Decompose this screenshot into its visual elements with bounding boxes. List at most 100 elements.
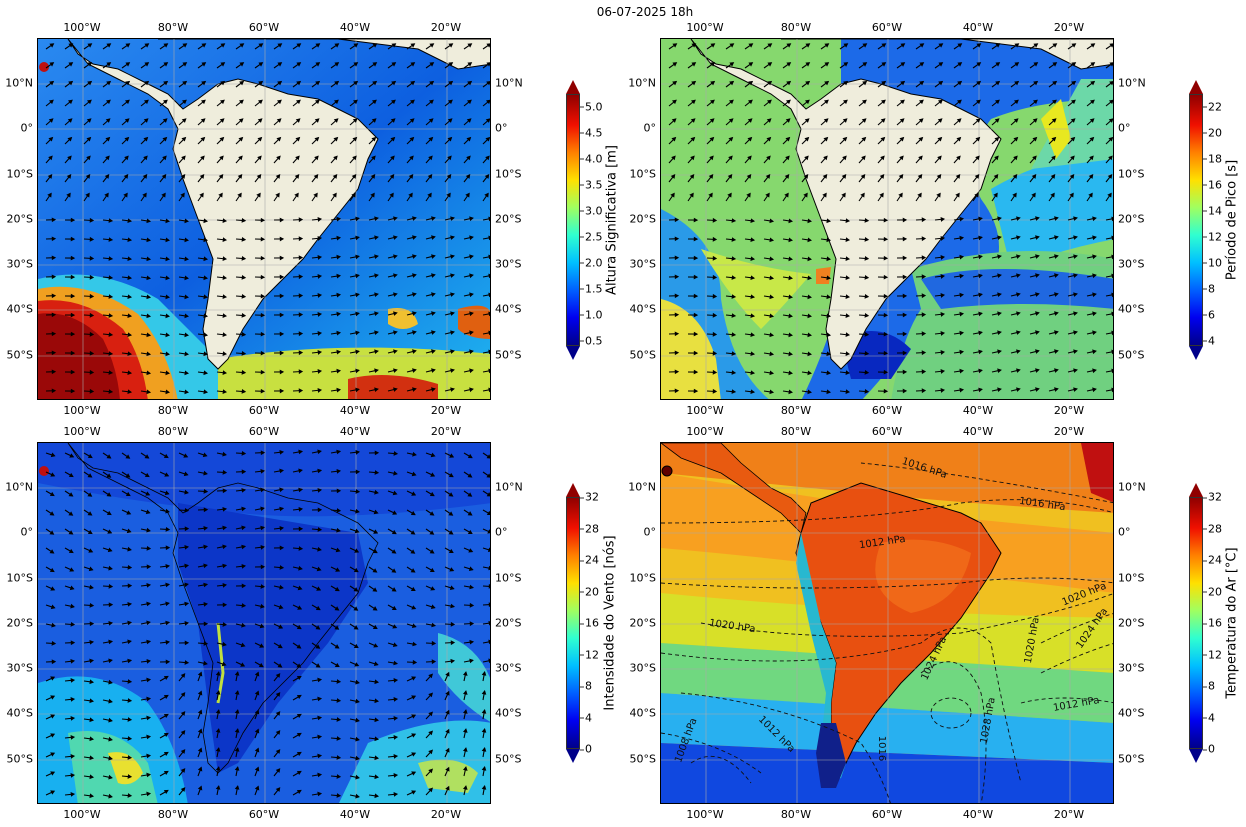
arrow-head: [180, 787, 186, 792]
colorbar-tick-label: 20: [580, 585, 599, 598]
arrow-head: [1092, 254, 1097, 260]
colorbar-tick-label: 18: [1203, 152, 1222, 166]
lat-tick-label: 20°S: [6, 212, 33, 226]
lon-tick-label: 60°W: [871, 404, 903, 417]
arrow-head: [50, 604, 56, 610]
arrow-head: [259, 623, 265, 629]
direction-arrow: [1105, 237, 1113, 240]
arrow-head: [69, 567, 75, 572]
arrow-head: [411, 752, 417, 757]
arrow-head: [277, 80, 283, 86]
arrow-head: [351, 192, 356, 198]
arrow-head: [902, 312, 908, 318]
arrow-head: [317, 715, 323, 721]
arrow-head: [486, 81, 490, 86]
arrow-head: [355, 755, 360, 761]
arrow-head: [50, 733, 56, 738]
arrow-head: [412, 368, 417, 373]
arrow-head: [485, 118, 490, 123]
arrow-head: [66, 192, 71, 198]
arrow-head: [467, 62, 473, 67]
arrow-head: [317, 449, 322, 455]
arrow-head: [393, 754, 399, 759]
arrow-head: [959, 368, 965, 374]
arrow-head: [940, 274, 946, 279]
arrow-head: [70, 792, 76, 797]
lon-tick-label: 20°W: [430, 21, 462, 34]
arrow-head: [163, 770, 169, 776]
colorbar-tick-label: 5.0: [580, 100, 603, 114]
arrow-head: [336, 449, 342, 455]
arrow-head: [197, 766, 203, 772]
arrow-head: [222, 582, 228, 588]
arrow-head: [1032, 118, 1038, 123]
arrow-head: [883, 331, 889, 337]
arrow-head: [279, 584, 284, 590]
arrow-head: [222, 641, 227, 647]
arrow-head: [67, 118, 73, 123]
arrow-head: [374, 717, 380, 723]
arrow-head: [145, 491, 151, 496]
arrow-head: [279, 217, 285, 223]
arrow-head: [1111, 273, 1113, 279]
arrow-head: [165, 659, 171, 665]
arrow-head: [279, 565, 285, 570]
arrow-head: [125, 454, 131, 459]
arrow-head: [296, 624, 302, 630]
arrow-head: [1092, 330, 1097, 336]
arrow-head: [295, 136, 301, 142]
arrow-head: [371, 99, 377, 105]
arrow-head: [165, 351, 171, 357]
arrow-head: [336, 774, 342, 779]
arrow-head: [201, 43, 207, 48]
arrow-head: [70, 716, 76, 721]
arrow-head: [786, 80, 792, 86]
arrow-head: [222, 602, 228, 608]
arrow-head: [241, 218, 247, 223]
arrow-head: [842, 118, 848, 123]
arrow-head: [298, 506, 304, 512]
arrow-head: [317, 274, 323, 279]
arrow-head: [766, 155, 771, 161]
arrow-head: [241, 487, 247, 493]
arrow-head: [372, 624, 378, 629]
arrow-head: [902, 293, 908, 299]
lon-tick-label: 100°W: [63, 404, 101, 417]
arrow-head: [411, 676, 417, 681]
arrow-head: [180, 749, 186, 754]
arrow-head: [201, 62, 207, 67]
arrow-head: [68, 492, 74, 497]
arrow-head: [127, 601, 133, 607]
arrow-head: [108, 736, 113, 742]
arrow-head: [200, 136, 206, 142]
arrow-head: [1050, 173, 1056, 179]
arrow-head: [374, 311, 379, 317]
arrow-head: [1035, 216, 1040, 221]
arrow-head: [900, 80, 906, 86]
arrow-head: [1108, 136, 1113, 142]
arrow-head: [411, 714, 417, 719]
arrow-head: [956, 99, 962, 105]
arrow-head: [298, 565, 303, 571]
arrow-head: [127, 774, 133, 779]
arrow-head: [143, 155, 148, 161]
arrow-head: [883, 217, 889, 223]
arrow-head: [708, 192, 713, 198]
arrow-head: [883, 312, 889, 318]
lon-tick-label: 20°W: [1053, 21, 1085, 34]
colorbar-tick-label: 32: [1203, 490, 1222, 504]
arrow-head: [260, 369, 266, 375]
arrow-head: [336, 292, 342, 298]
colorbar-tick-label: 16: [1203, 616, 1222, 630]
arrow-head: [203, 351, 209, 357]
lat-tick-label: 30°S: [6, 257, 33, 271]
arrow-head: [277, 663, 283, 668]
arrow-head: [47, 192, 52, 198]
arrow-head: [89, 331, 95, 337]
arrow-head: [314, 99, 320, 105]
arrow-head: [902, 255, 908, 261]
arrow-head: [334, 662, 340, 667]
arrow-head: [959, 292, 965, 298]
arrow-head: [279, 331, 285, 337]
arrow-head: [275, 749, 281, 754]
